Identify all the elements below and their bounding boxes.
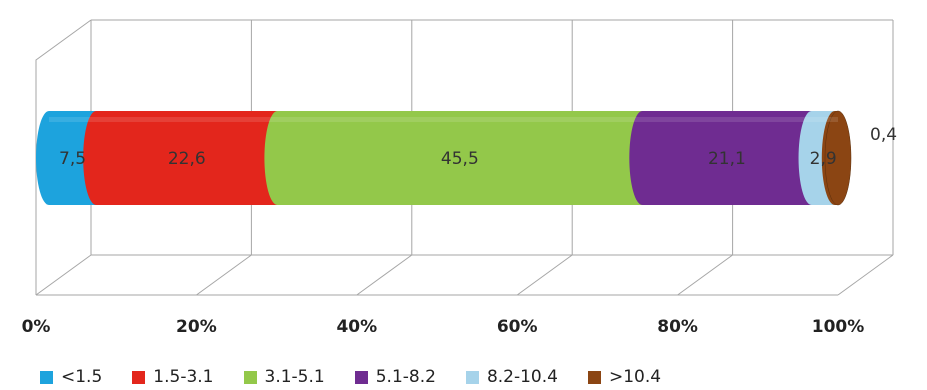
bar-segment-body (264, 111, 643, 205)
legend-item: 8.2-10.4 (465, 367, 558, 387)
bar-segment (36, 111, 97, 205)
bar-segment (264, 111, 643, 205)
x-tick-label: 60% (497, 317, 538, 337)
legend-item: 5.1-8.2 (354, 367, 436, 387)
data-label: 7,5 (59, 149, 86, 169)
gridline-floor (677, 254, 733, 296)
bar-segment-body (83, 111, 278, 205)
legend-label: >10.4 (608, 367, 662, 387)
x-tick-label: 100% (812, 317, 865, 337)
legend-label: 3.1-5.1 (264, 367, 325, 387)
data-label: 22,6 (168, 149, 206, 169)
data-label: 21,1 (708, 149, 746, 169)
x-tick-label: 40% (336, 317, 377, 337)
gridline-floor (356, 254, 413, 296)
data-label: 0,4 (870, 125, 897, 145)
legend-item: >10.4 (587, 367, 662, 387)
bar-segment (83, 111, 278, 205)
legend-item: 1.5-3.1 (132, 367, 214, 387)
legend-swatch (354, 370, 368, 384)
gridline-floor (837, 254, 894, 296)
bar-segment-body (36, 111, 97, 205)
legend-label: 5.1-8.2 (375, 367, 436, 387)
legend-item: 3.1-5.1 (243, 367, 325, 387)
gridline-floor (35, 254, 92, 296)
chart-legend: <1.5 1.5-3.1 3.1-5.1 5.1-8.2 8.2-10.4 >10.4 (40, 366, 661, 388)
x-tick-label: 0% (22, 317, 51, 337)
bar-end-cap (824, 110, 852, 206)
legend-swatch (132, 370, 146, 384)
gridline-floor (516, 254, 573, 296)
bar-segment-body (629, 111, 812, 205)
legend-label: <1.5 (61, 367, 103, 387)
legend-swatch (465, 370, 479, 384)
bar-highlight (49, 117, 838, 122)
x-tick-label: 80% (657, 317, 698, 337)
legend-swatch (587, 370, 601, 384)
gridline-floor (196, 254, 252, 296)
legend-swatch (243, 370, 257, 384)
legend-label: 1.5-3.1 (153, 367, 214, 387)
bar-segment (629, 111, 812, 205)
data-label: 2,9 (810, 149, 837, 169)
x-tick-label: 20% (176, 317, 217, 337)
legend-label: 8.2-10.4 (486, 367, 558, 387)
data-label: 45,5 (441, 149, 479, 169)
legend-swatch (40, 370, 53, 384)
left-wall (35, 19, 92, 295)
legend-item: <1.5 (40, 367, 102, 387)
